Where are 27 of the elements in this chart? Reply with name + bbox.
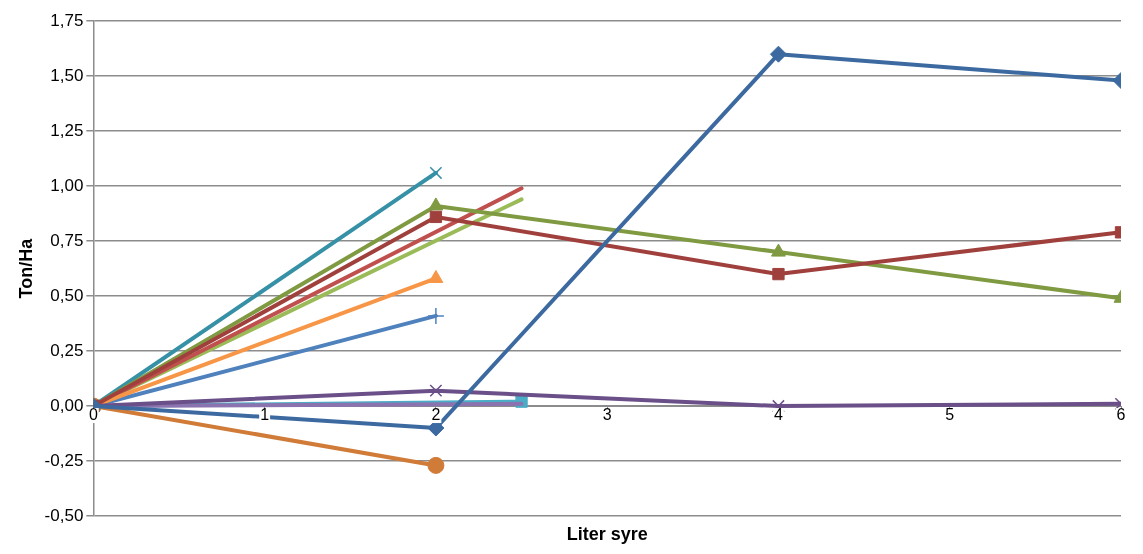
y-tick-label: 1,25 [50,120,84,140]
point [428,197,444,211]
x-tick-label: 0 [88,406,98,424]
x-tick-label: 6 [1116,406,1126,424]
y-tick-label: 0,00 [50,395,84,415]
point [772,267,785,281]
y-tick-label: -0,50 [44,505,84,525]
y-axis-title: Ton/Ha [15,237,36,299]
x-tick-label: 4 [774,406,783,424]
x-tick-label: 2 [431,406,441,424]
y-tick-label: -0,25 [44,450,84,470]
point [429,210,443,224]
y-tick-label: 0,25 [50,340,84,360]
y-tick-label: 0,50 [50,285,84,305]
point [427,307,445,325]
point [427,456,445,474]
point [429,166,443,180]
y-tick-label: 0,75 [50,230,84,250]
x-tick-label: 1 [260,406,270,424]
point [429,384,443,398]
point [771,243,786,257]
x-tick-label: 3 [602,406,612,424]
x-axis-title: Liter syre [566,523,648,544]
y-tick-label: 1,75 [50,10,84,30]
y-tick-label: 1,50 [50,65,84,85]
x-tick-label: 5 [945,406,955,424]
y-tick-label: 1,00 [50,175,84,195]
